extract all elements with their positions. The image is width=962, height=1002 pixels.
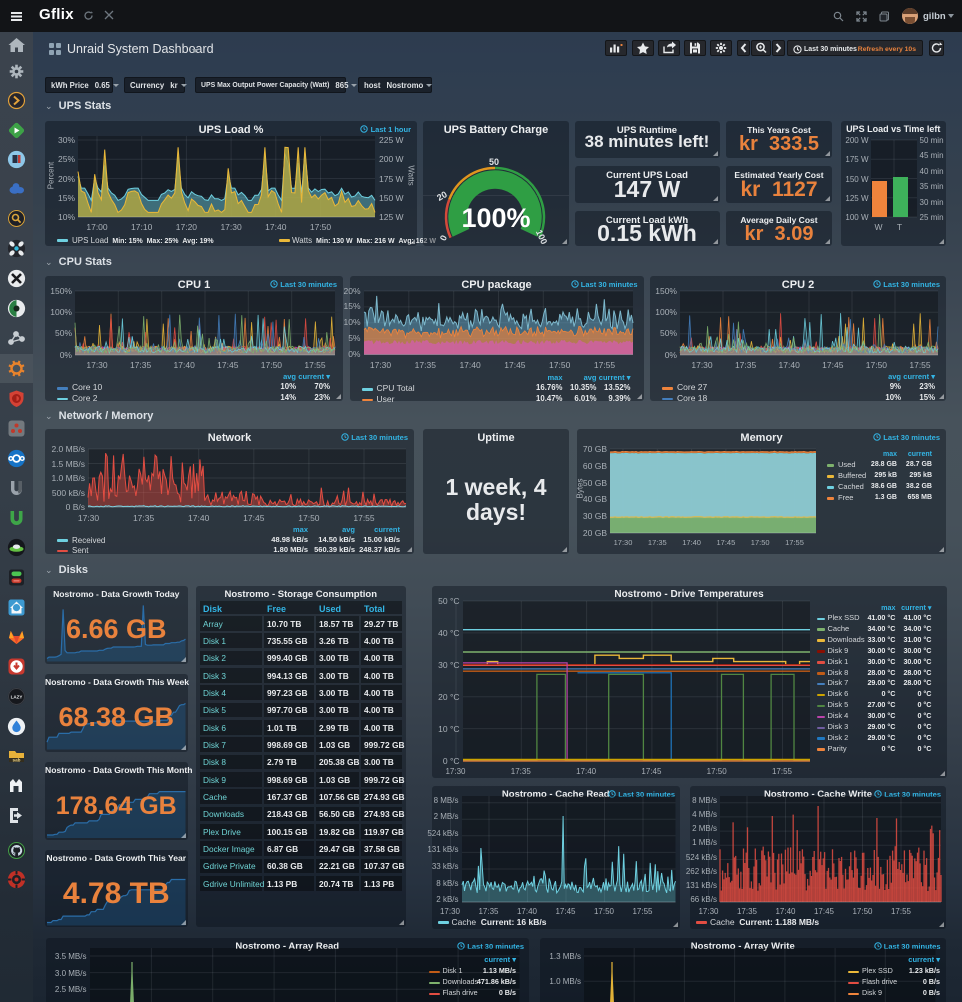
svg-text:LAZY: LAZY xyxy=(11,695,23,700)
svg-text:sab: sab xyxy=(13,758,21,763)
